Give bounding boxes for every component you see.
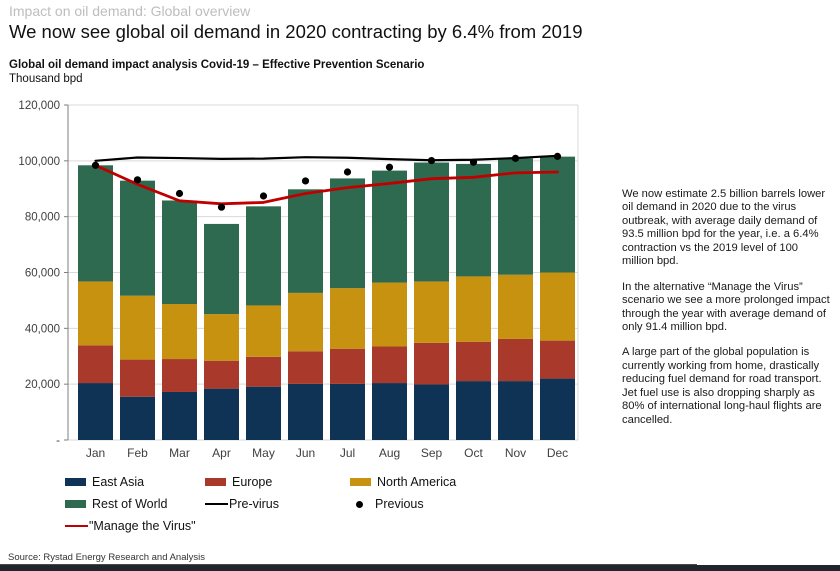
svg-text:Jun: Jun: [296, 446, 315, 460]
footer-bar: [0, 565, 840, 571]
legend-item-previous: Previous: [350, 497, 424, 511]
svg-text:40,000: 40,000: [25, 323, 60, 335]
svg-text:20,000: 20,000: [25, 379, 60, 391]
commentary-paragraph: In the alternative “Manage the Virus” sc…: [622, 280, 830, 333]
legend-item-manage-the-virus: "Manage the Virus": [65, 519, 196, 533]
legend-item-pre-virus: Pre-virus: [205, 497, 279, 511]
svg-text:Nov: Nov: [505, 446, 526, 460]
svg-text:80,000: 80,000: [25, 212, 60, 224]
commentary-block: We now estimate 2.5 billion barrels lowe…: [622, 188, 832, 439]
svg-text:Apr: Apr: [212, 446, 231, 460]
chart-units-label: Thousand bpd: [9, 73, 83, 85]
legend-item-rest-of-world: Rest of World: [65, 497, 168, 511]
svg-text:Dec: Dec: [547, 446, 568, 460]
svg-text:100,000: 100,000: [18, 156, 60, 168]
source-note: Source: Rystad Energy Research and Analy…: [8, 552, 205, 563]
svg-text:Mar: Mar: [169, 446, 190, 460]
previous-dot-swatch: [356, 500, 363, 508]
svg-text:Sep: Sep: [421, 446, 443, 460]
chart-title: Global oil demand impact analysis Covid-…: [9, 59, 425, 71]
svg-text:120,000: 120,000: [18, 100, 60, 112]
svg-text:Jul: Jul: [340, 446, 355, 460]
svg-text:60,000: 60,000: [25, 268, 60, 280]
europe-swatch: [205, 478, 226, 486]
svg-text:Oct: Oct: [464, 446, 483, 460]
page-title: We now see global oil demand in 2020 con…: [9, 21, 583, 42]
north-america-swatch: [350, 478, 371, 486]
legend-item-north-america: North America: [350, 475, 456, 489]
east-asia-swatch: [65, 478, 86, 486]
oil-demand-stacked-bar-chart: - 20,000 40,000 60,000 80,000 100,000 120,000 J…: [18, 100, 579, 460]
manage-the-virus-line-swatch: [65, 524, 88, 528]
commentary-paragraph: We now estimate 2.5 billion barrels lowe…: [622, 188, 826, 268]
commentary-paragraph: A large part of the global population is…: [622, 346, 822, 426]
legend-item-europe: Europe: [205, 475, 272, 489]
svg-text:-: -: [56, 435, 60, 447]
page-kicker: Impact on oil demand: Global overview: [9, 3, 251, 19]
svg-text:May: May: [252, 446, 275, 460]
footer-divider: [0, 564, 697, 565]
pre-virus-line-swatch: [205, 502, 228, 506]
svg-text:Jan: Jan: [86, 446, 105, 460]
rest-of-world-swatch: [65, 500, 86, 508]
svg-text:Aug: Aug: [379, 446, 400, 460]
svg-text:Feb: Feb: [127, 446, 148, 460]
legend-item-east-asia: East Asia: [65, 475, 144, 489]
